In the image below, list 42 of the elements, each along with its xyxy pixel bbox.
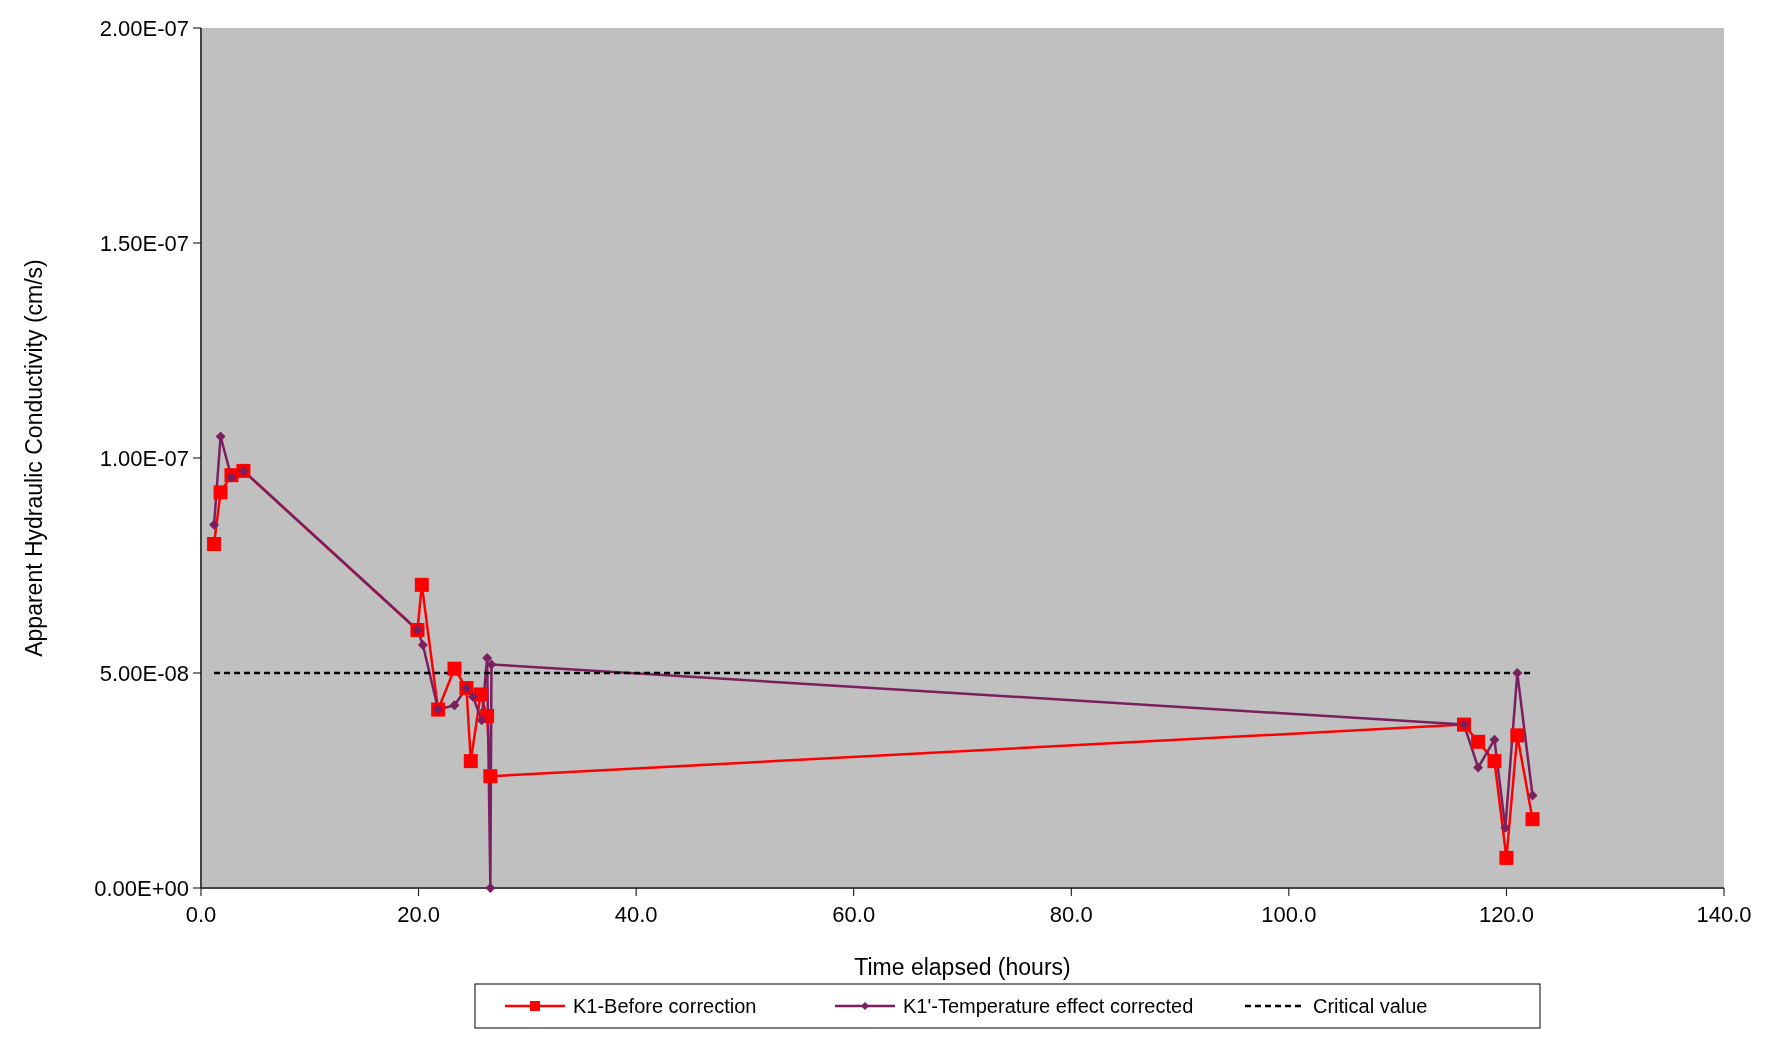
point [207,537,222,551]
x-tick-label: 60.0 [832,902,876,927]
point [414,577,429,592]
legend-label: K1-Before correction [573,995,757,1017]
y-axis-title: Apparent Hydraulic Conductivity (cm/s) [21,259,47,657]
point [1499,850,1514,865]
point [483,769,498,784]
x-axis-title: Time elapsed (hours) [854,954,1071,980]
x-tick-label: 0.0 [185,902,217,927]
point [209,519,220,530]
point [447,661,462,676]
point [476,715,487,726]
point [1487,754,1502,769]
y-tick-label: 0.00E+00 [94,875,189,901]
point [226,472,237,483]
x-tick-label: 80.0 [1049,902,1093,927]
point [473,687,488,702]
x-tick-label: 100.0 [1261,902,1317,927]
point [463,754,478,769]
point [467,691,478,702]
point [482,652,493,663]
point [1473,762,1484,773]
point [485,883,496,893]
point [1489,734,1500,745]
point [1471,734,1486,749]
point [417,640,428,651]
point [213,485,228,500]
x-tick-label: 20.0 [397,902,440,927]
point [1512,668,1523,678]
legend-label: Critical value [1313,995,1428,1017]
point [1510,728,1525,743]
x-tick-label: 120.0 [1478,902,1534,927]
x-tick-label: 40.0 [614,902,658,927]
x-tick-label: 140.0 [1696,902,1752,927]
y-tick-label: 2.00E-07 [99,15,189,41]
y-tick-label: 5.00E-08 [99,660,189,686]
legend-label: K1'-Temperature effect corrected [903,995,1194,1017]
point [449,700,460,711]
y-tick-label: 1.00E-07 [99,445,189,471]
y-tick-label: 1.50E-07 [99,230,189,256]
point [1527,790,1538,801]
point [1525,812,1540,827]
